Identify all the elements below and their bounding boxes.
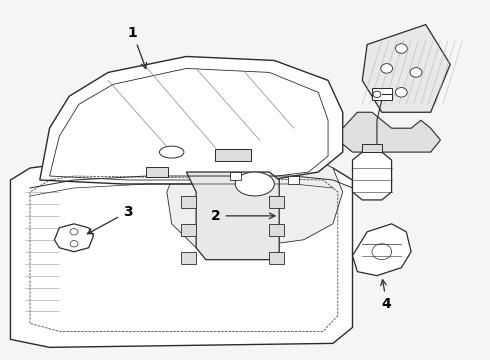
- Polygon shape: [270, 196, 284, 208]
- Text: 3: 3: [87, 205, 133, 234]
- FancyBboxPatch shape: [289, 176, 299, 184]
- Circle shape: [70, 229, 78, 235]
- FancyBboxPatch shape: [215, 149, 251, 161]
- Polygon shape: [181, 252, 196, 264]
- Polygon shape: [167, 144, 343, 248]
- Polygon shape: [352, 152, 392, 200]
- Circle shape: [373, 91, 381, 98]
- Ellipse shape: [159, 146, 184, 158]
- Polygon shape: [181, 224, 196, 236]
- FancyBboxPatch shape: [147, 167, 168, 177]
- Polygon shape: [352, 224, 411, 276]
- Polygon shape: [343, 112, 441, 152]
- Text: 2: 2: [211, 209, 275, 223]
- Polygon shape: [362, 144, 382, 152]
- Text: 4: 4: [381, 280, 392, 311]
- Polygon shape: [40, 57, 343, 184]
- Polygon shape: [270, 224, 284, 236]
- Circle shape: [395, 44, 407, 53]
- Polygon shape: [54, 224, 94, 252]
- Circle shape: [395, 87, 407, 97]
- Circle shape: [381, 64, 392, 73]
- Circle shape: [70, 240, 78, 247]
- Polygon shape: [372, 88, 392, 100]
- Polygon shape: [10, 164, 352, 347]
- Ellipse shape: [235, 172, 274, 196]
- Polygon shape: [181, 196, 196, 208]
- Circle shape: [410, 68, 422, 77]
- Polygon shape: [270, 252, 284, 264]
- FancyBboxPatch shape: [230, 172, 241, 180]
- Polygon shape: [362, 24, 450, 112]
- Text: 1: 1: [128, 26, 147, 68]
- Polygon shape: [186, 172, 279, 260]
